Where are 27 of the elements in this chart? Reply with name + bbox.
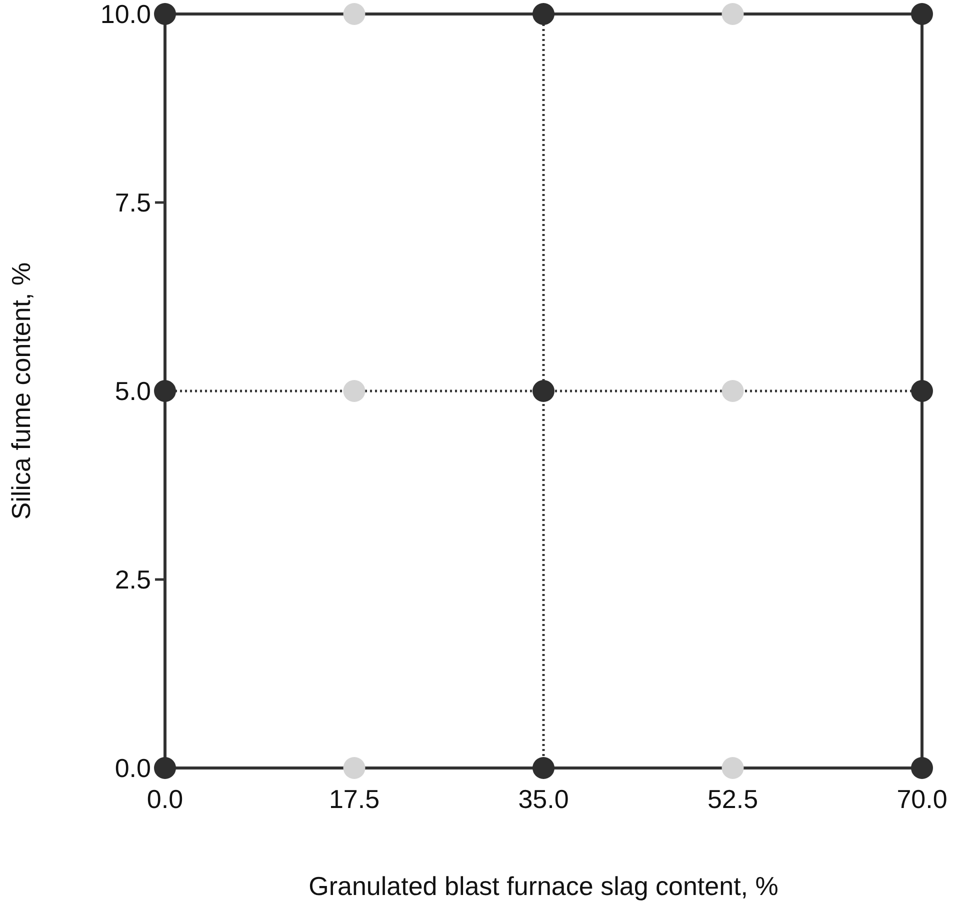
point: [722, 757, 744, 779]
point: [154, 3, 176, 25]
x-tick-label: 17.5: [328, 784, 380, 814]
y-axis-title: Silica fume content, %: [6, 262, 36, 520]
x-tick-label: 52.5: [707, 784, 758, 814]
point: [154, 757, 176, 779]
y-tick-label: 0.0: [114, 753, 151, 784]
x-tick-label: 70.0: [896, 784, 948, 814]
point: [722, 380, 744, 402]
x-tick-label: 35.0: [518, 784, 569, 814]
point: [343, 380, 366, 402]
point: [532, 380, 554, 402]
point: [343, 757, 366, 779]
y-tick-label: 10.0: [100, 0, 151, 30]
point: [911, 380, 933, 402]
point: [343, 3, 366, 25]
point: [722, 3, 744, 25]
point: [911, 3, 933, 25]
y-tick-label: 5.0: [114, 376, 151, 406]
point: [532, 757, 554, 779]
point: [532, 3, 554, 25]
y-tick-label: 7.5: [114, 188, 151, 218]
x-axis-title: Granulated blast furnace slag content, %: [308, 871, 778, 901]
y-tick-label: 2.5: [114, 564, 151, 595]
point: [911, 757, 933, 779]
point: [154, 380, 176, 402]
x-tick-label: 0.0: [146, 784, 184, 814]
